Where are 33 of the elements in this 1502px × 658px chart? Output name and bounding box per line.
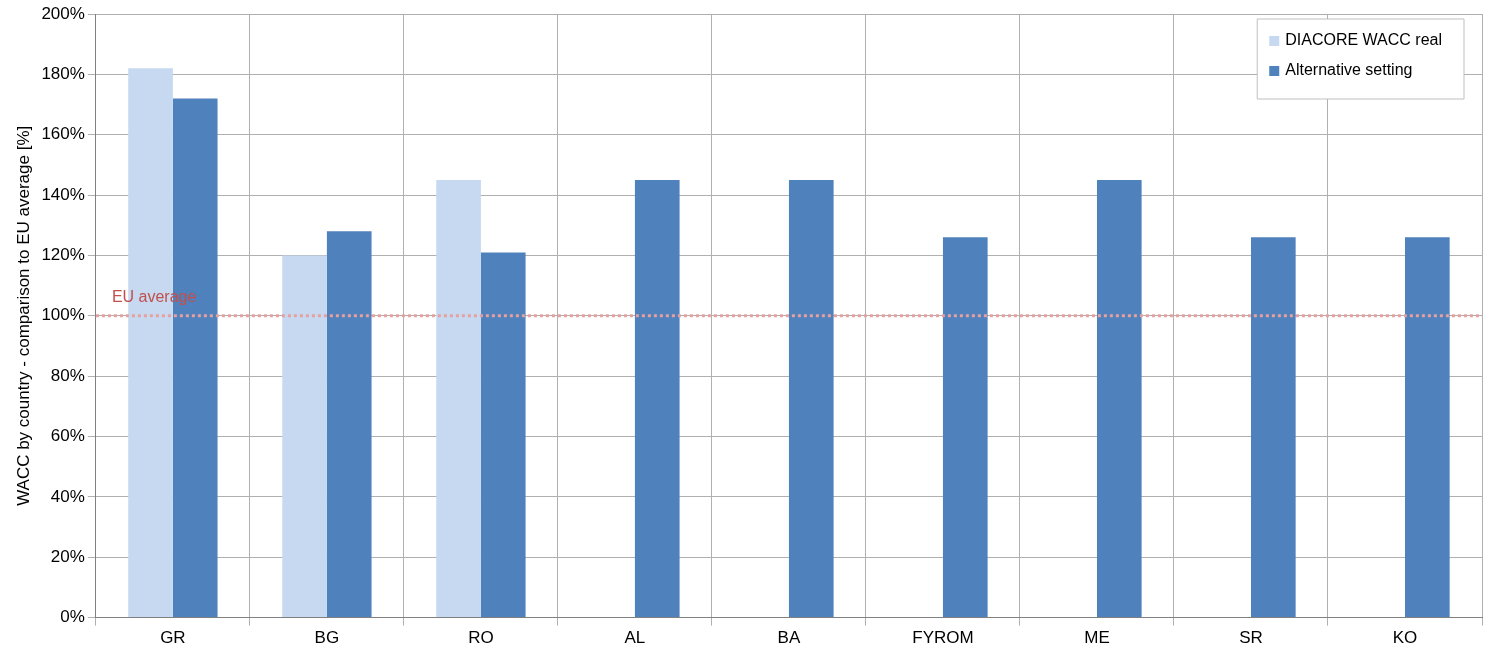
y-tick-label: 20% xyxy=(50,546,85,566)
legend-label: Alternative setting xyxy=(1285,61,1413,79)
x-tick-label: BA xyxy=(777,628,801,648)
y-tick-label: 120% xyxy=(41,245,85,265)
bar xyxy=(480,252,526,618)
y-tick-label: 200% xyxy=(41,3,85,23)
bar xyxy=(326,231,372,618)
y-tick-label: 180% xyxy=(41,64,85,84)
bar xyxy=(1096,179,1142,618)
bar xyxy=(942,237,988,618)
y-tick-label: 80% xyxy=(50,365,85,385)
x-tick-label: ME xyxy=(1084,628,1110,648)
y-tick-label: 100% xyxy=(41,305,85,325)
bar xyxy=(1404,237,1450,618)
bar xyxy=(788,179,834,618)
x-tick-label: AL xyxy=(624,628,646,648)
y-tick-label: 0% xyxy=(60,607,85,627)
y-tick-label: 60% xyxy=(50,426,85,446)
x-tick-label: BG xyxy=(314,628,340,648)
bar xyxy=(282,255,327,618)
bar xyxy=(634,179,680,618)
y-tick-label: 160% xyxy=(41,124,85,144)
x-tick-label: FYROM xyxy=(912,628,974,648)
x-tick-label: GR xyxy=(160,628,186,648)
x-tick-label: KO xyxy=(1392,628,1418,648)
x-tick-label: SR xyxy=(1239,628,1263,648)
bar xyxy=(1250,237,1296,618)
x-tick-label: RO xyxy=(468,628,494,648)
y-tick-label: 140% xyxy=(41,184,85,204)
legend-label: DIACORE WACC real xyxy=(1285,31,1443,49)
y-axis-title: WACC by country - comparison to EU average [%] xyxy=(13,125,33,506)
bar xyxy=(436,179,481,618)
y-tick-label: 40% xyxy=(50,486,85,506)
